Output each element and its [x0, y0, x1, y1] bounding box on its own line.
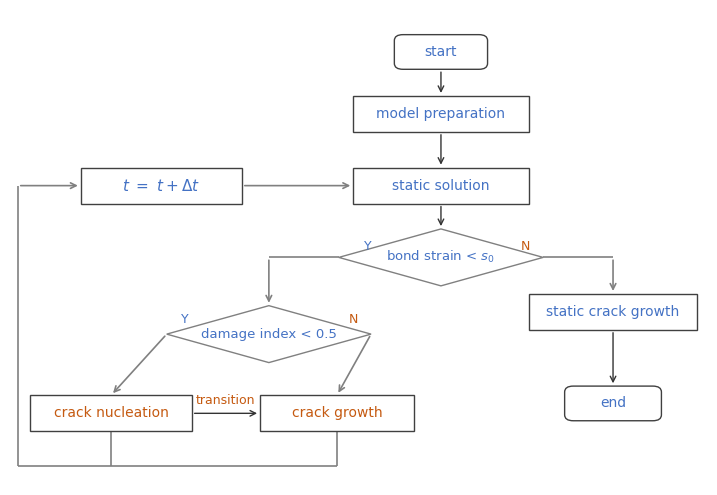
Text: Y: Y — [181, 313, 189, 326]
Polygon shape — [166, 305, 371, 362]
Bar — [529, 294, 697, 330]
Text: start: start — [424, 45, 457, 59]
Text: N: N — [348, 313, 358, 326]
Text: static solution: static solution — [392, 179, 490, 193]
Polygon shape — [339, 229, 543, 286]
Text: crack nucleation: crack nucleation — [54, 406, 168, 420]
FancyBboxPatch shape — [564, 386, 661, 421]
Text: crack growth: crack growth — [292, 406, 382, 420]
Text: static crack growth: static crack growth — [546, 305, 680, 319]
Text: end: end — [600, 396, 626, 410]
Bar — [260, 395, 414, 431]
Text: $t\ =\ t + \Delta t$: $t\ =\ t + \Delta t$ — [122, 178, 201, 194]
FancyBboxPatch shape — [394, 35, 488, 69]
Bar — [353, 167, 529, 204]
Bar — [353, 96, 529, 132]
Text: model preparation: model preparation — [376, 107, 505, 121]
Text: N: N — [521, 240, 530, 253]
Text: damage index < 0.5: damage index < 0.5 — [201, 328, 337, 341]
Text: transition: transition — [196, 395, 255, 407]
Text: bond strain < $s_0$: bond strain < $s_0$ — [386, 249, 495, 265]
Bar — [30, 395, 192, 431]
Bar — [80, 167, 242, 204]
Text: Y: Y — [364, 240, 371, 253]
